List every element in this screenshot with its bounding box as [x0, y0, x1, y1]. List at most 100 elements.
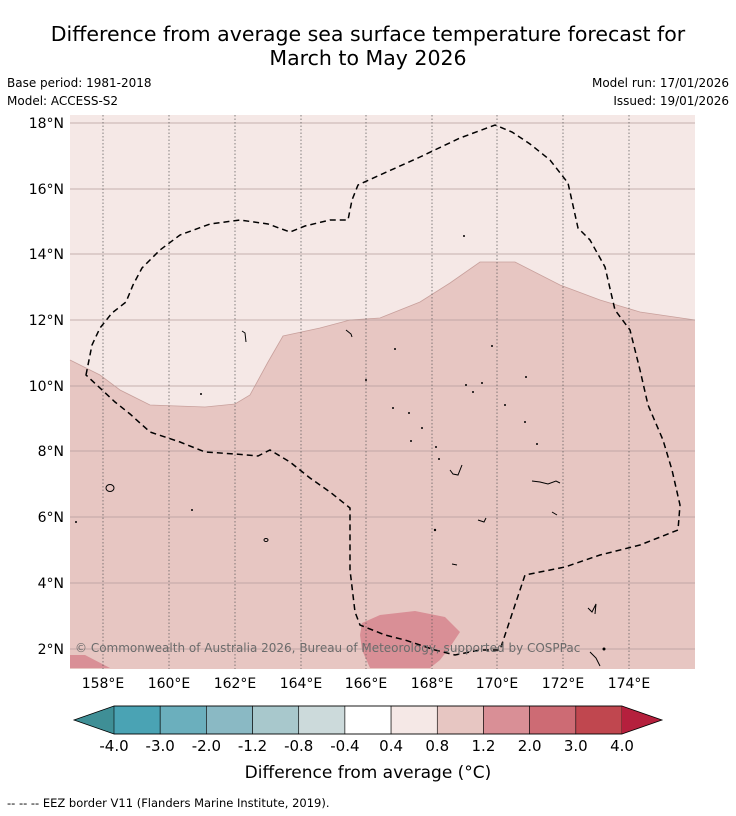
island: [481, 382, 483, 384]
lat-tick-label: 10°N: [29, 379, 64, 395]
colorbar-tick-label: 4.0: [610, 737, 634, 755]
colorbar-over-arrow: [622, 706, 662, 734]
island: [525, 376, 527, 378]
island: [536, 443, 538, 445]
colorbar-box: [575, 705, 623, 735]
anomaly-region-0.4-0.8: [70, 115, 695, 407]
lon-tick-label: 170°E: [476, 676, 519, 692]
lat-tick-label: 18°N: [29, 116, 64, 132]
colorbar: -4.0 -3.0 -2.0 -1.2 -0.8 -0.4 0.4 0.8 1.2 2.0 3.0 4…: [72, 705, 664, 755]
island: [587, 603, 597, 615]
colorbar-tick-label: 2.0: [518, 737, 542, 755]
island: [191, 509, 193, 511]
latitude-labels: 18°N 16°N 14°N 12°N 10°N 8°N 6°N 4°N 2°N: [29, 116, 64, 658]
lon-tick-label: 160°E: [148, 676, 191, 692]
island: [241, 330, 247, 343]
island: [105, 484, 115, 492]
island: [394, 348, 396, 350]
title-line-2: March to May 2026: [269, 46, 467, 70]
lat-tick-label: 8°N: [38, 444, 64, 460]
colorbar-box: [436, 705, 484, 735]
lon-tick-label: 168°E: [411, 676, 454, 692]
colorbar-tick-label: 0.4: [379, 737, 403, 755]
island: [433, 528, 437, 532]
colorbar-under-arrow: [74, 706, 114, 734]
colorbar-box: [159, 705, 207, 735]
island: [589, 651, 601, 667]
island: [75, 521, 77, 523]
anomaly-region-1.2-2.0: [360, 611, 460, 668]
island: [200, 393, 202, 395]
island: [449, 464, 463, 476]
island: [435, 446, 437, 448]
gridlines: [70, 115, 695, 669]
lon-tick-label: 164°E: [280, 676, 323, 692]
map-area: [69, 115, 696, 669]
island: [602, 647, 606, 651]
meta-right: Model run: 17/01/2026 Issued: 19/01/2026: [592, 74, 729, 110]
lon-tick-label: 174°E: [608, 676, 651, 692]
island: [491, 345, 493, 347]
colorbar-box: [483, 705, 530, 735]
colorbar-box: [344, 705, 392, 735]
colorbar-box: [390, 705, 438, 735]
colorbar-tick-label: 3.0: [564, 737, 588, 755]
colorbar-tick-label: -4.0: [99, 737, 128, 755]
colorbar-tick-label: -1.2: [238, 737, 267, 755]
island: [263, 538, 269, 542]
island: [410, 440, 412, 442]
lon-tick-label: 158°E: [82, 676, 125, 692]
contour-line: [69, 261, 696, 408]
colorbar-label: Difference from average (°C): [244, 763, 492, 783]
island: [451, 563, 458, 566]
island: [465, 384, 467, 386]
base-period: Base period: 1981-2018: [7, 76, 152, 90]
lat-tick-label: 2°N: [38, 642, 64, 658]
island: [345, 329, 353, 338]
island: [551, 511, 558, 516]
lat-tick-label: 16°N: [29, 182, 64, 198]
colorbar-box: [206, 705, 253, 735]
eez-legend: -- -- -- EEZ border V11 (Flanders Marine…: [7, 796, 330, 810]
anomaly-region-1.2-2.0-sw: [70, 655, 110, 668]
chart-title: Difference from average sea surface temp…: [0, 22, 736, 70]
eez-border: [85, 124, 681, 656]
colorbar-box: [298, 705, 346, 735]
colorbar-boxes: [113, 705, 623, 735]
island: [408, 412, 410, 414]
island: [472, 391, 474, 393]
copyright-notice: © Commonwealth of Australia 2026, Bureau…: [75, 641, 581, 655]
island: [365, 379, 367, 381]
lon-tick-label: 172°E: [542, 676, 585, 692]
island: [463, 235, 465, 237]
lat-tick-label: 4°N: [38, 576, 64, 592]
island: [392, 407, 394, 409]
colorbar-tick-labels: -4.0 -3.0 -2.0 -1.2 -0.8 -0.4 0.4 0.8 1.2 2.0 3.0 4…: [99, 737, 634, 755]
colorbar-tick-label: -3.0: [146, 737, 175, 755]
island: [438, 458, 440, 460]
island: [524, 421, 526, 423]
issued-date: Issued: 19/01/2026: [613, 94, 729, 108]
colorbar-box: [252, 705, 300, 735]
colorbar-tick-label: -0.4: [330, 737, 359, 755]
longitude-labels: 158°E 160°E 162°E 164°E 166°E 168°E 170°E 172°E…: [82, 676, 651, 692]
tiny-islands: [75, 235, 606, 651]
colorbar-tick-label: -2.0: [192, 737, 221, 755]
colorbar-tick-label: 1.2: [472, 737, 496, 755]
islands: [105, 329, 601, 667]
lon-tick-label: 162°E: [214, 676, 257, 692]
title-line-1: Difference from average sea surface temp…: [50, 22, 686, 46]
colorbar-outline: [72, 705, 664, 735]
colorbar-box: [113, 705, 161, 735]
lat-tick-label: 14°N: [29, 247, 64, 263]
model-run: Model run: 17/01/2026: [591, 76, 729, 90]
lon-tick-label: 166°E: [345, 676, 388, 692]
colorbar-box: [529, 705, 577, 735]
island: [477, 517, 487, 523]
colorbar-tick-label: -0.8: [284, 737, 313, 755]
meta-left: Base period: 1981-2018 Model: ACCESS-S2: [7, 74, 152, 110]
model-name: Model: ACCESS-S2: [7, 94, 119, 108]
colorbar-tick-label: 0.8: [425, 737, 449, 755]
island: [421, 427, 423, 429]
